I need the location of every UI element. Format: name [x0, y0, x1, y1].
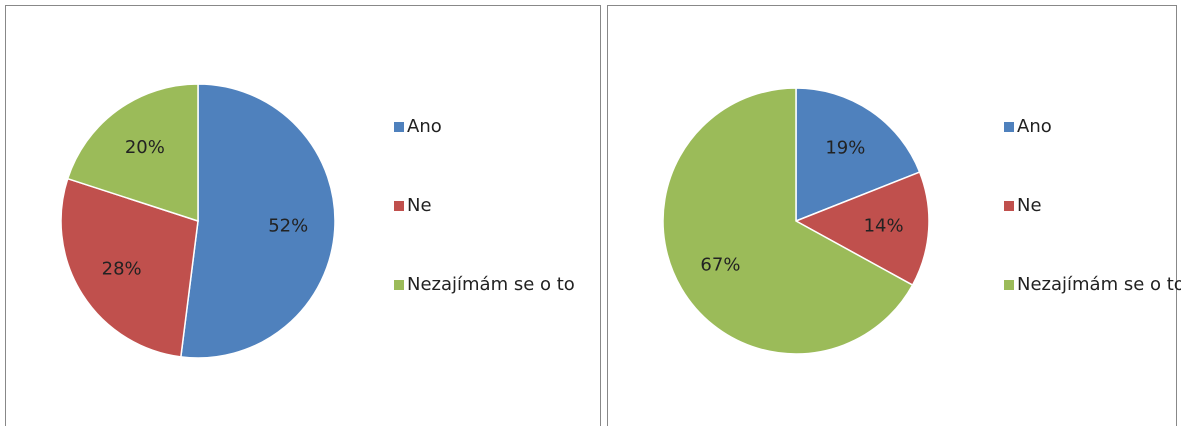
pie-slice: [795, 87, 921, 223]
data-label: 20%: [125, 137, 165, 158]
chart: 19% 14% 67%: [662, 87, 930, 355]
pie-slice: [794, 171, 930, 287]
chart-panel: 19% 14% 67% Ano Ne Nezajímám se o to: [607, 5, 1181, 426]
legend-label: Ano: [1017, 116, 1052, 137]
legend-label: Ne: [1017, 195, 1042, 216]
data-label: 67%: [700, 255, 740, 276]
legend-label: Ano: [407, 116, 442, 137]
legend-swatch: [394, 122, 404, 132]
chart: 52% 28% 20%: [60, 83, 336, 359]
legend-swatch: [1004, 122, 1014, 132]
legend-swatch: [394, 280, 404, 290]
data-label: 28%: [102, 258, 142, 279]
chart-panel: 52% 28% 20% Ano Ne Nezajímám se o to: [5, 5, 601, 426]
legend-swatch: [1004, 280, 1014, 290]
pie-slice: [60, 177, 199, 358]
pie-slice: [179, 83, 336, 359]
pie-slice: [66, 83, 199, 223]
data-label: 14%: [864, 216, 904, 237]
legend-label: Ne: [407, 195, 432, 216]
pie-slice: [662, 87, 914, 355]
data-label: 19%: [825, 137, 865, 158]
legend-swatch: [394, 201, 404, 211]
legend-label: Nezajímám se o to: [407, 274, 575, 295]
legend-label: Nezajímám se o to: [1017, 274, 1181, 295]
data-label: 52%: [268, 216, 308, 237]
legend-swatch: [1004, 201, 1014, 211]
